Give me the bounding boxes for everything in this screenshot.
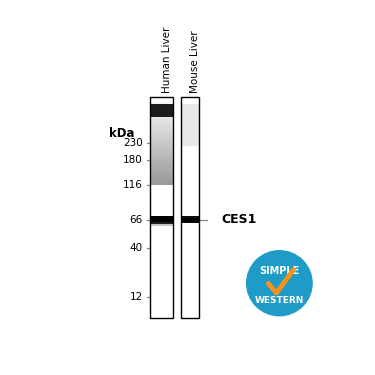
Bar [150,138,173,140]
Bar [150,216,173,223]
Bar [150,97,173,318]
Bar [150,135,173,137]
Bar [150,115,173,116]
Bar [181,219,200,220]
Bar [150,141,173,142]
Bar [181,104,200,146]
Bar [150,131,173,132]
Bar [150,165,173,166]
Bar [150,177,173,178]
Bar [150,120,173,122]
Bar [150,152,173,153]
Bar [150,122,173,123]
Bar [150,109,173,110]
Text: WESTERN: WESTERN [255,296,304,305]
Bar [150,103,173,104]
Bar [150,125,173,126]
Bar [150,166,173,168]
Bar [181,216,200,223]
Bar [150,116,173,118]
Bar [150,113,173,115]
Bar [150,112,173,113]
Bar [150,134,173,135]
Bar [150,159,173,160]
Bar [150,153,173,154]
Text: 66: 66 [129,214,143,225]
Bar [150,106,173,107]
Bar [181,97,200,318]
Text: kDa: kDa [109,127,134,140]
Text: 180: 180 [123,155,143,165]
Bar [150,158,173,159]
Bar [150,156,173,158]
Text: 40: 40 [130,243,143,253]
Bar [150,140,173,141]
Bar [150,126,173,128]
Text: 230: 230 [123,138,143,148]
Bar [150,178,173,180]
Bar [150,148,173,150]
Bar [150,160,173,162]
Bar [150,182,173,184]
Bar [150,119,173,120]
Bar [150,144,173,146]
Text: 116: 116 [123,180,143,190]
Bar [150,129,173,131]
Bar [150,180,173,181]
Text: CES1: CES1 [221,213,256,226]
Bar [150,101,173,103]
Bar [150,99,173,100]
Text: 12: 12 [129,292,143,302]
Bar [181,217,200,222]
Bar [150,163,173,165]
Bar [150,128,173,129]
Bar [150,104,173,106]
Bar [150,222,173,226]
Bar [150,137,173,138]
Bar [150,168,173,169]
Bar [150,154,173,156]
Bar [150,147,173,148]
Bar [150,162,173,163]
Text: Mouse Liver: Mouse Liver [190,30,200,93]
Bar [150,97,173,318]
Bar [150,104,173,117]
Text: ™: ™ [304,304,309,310]
Bar [150,175,173,177]
Bar [150,110,173,112]
Bar [150,132,173,134]
Bar [150,123,173,125]
Bar [150,142,173,144]
Text: Human Liver: Human Liver [162,26,172,93]
Bar [150,217,173,222]
Bar [150,171,173,172]
Bar [150,181,173,182]
Bar [150,118,173,119]
Bar [150,100,173,101]
Bar [150,172,173,174]
Bar [150,174,173,175]
Bar [150,150,173,152]
Bar [150,218,173,221]
Bar [150,169,173,171]
Circle shape [246,250,313,316]
Bar [150,184,173,185]
Bar [150,146,173,147]
Bar [150,97,173,99]
Text: SIMPLE: SIMPLE [259,266,300,276]
Bar [150,107,173,109]
Bar [181,97,200,318]
